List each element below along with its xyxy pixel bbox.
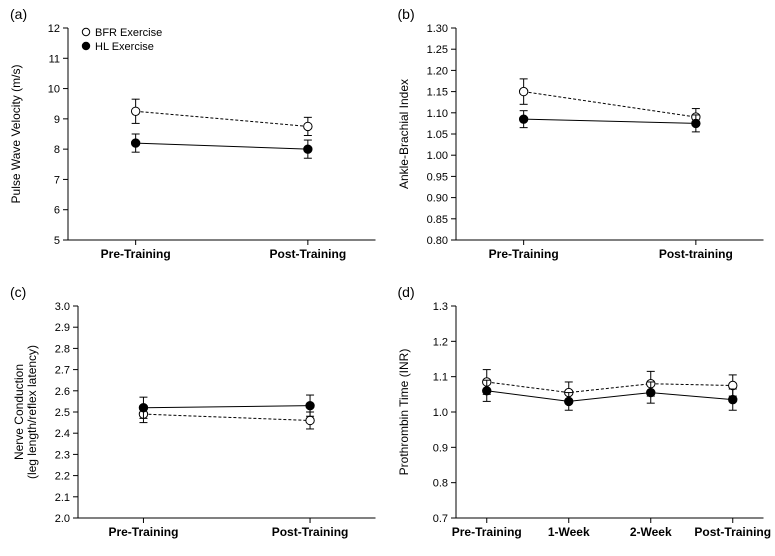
svg-text:Nerve Conduction: Nerve Conduction xyxy=(12,364,26,460)
svg-text:2.4: 2.4 xyxy=(55,428,70,440)
svg-text:2.6: 2.6 xyxy=(55,386,70,398)
svg-text:0.85: 0.85 xyxy=(426,214,447,226)
svg-text:0.95: 0.95 xyxy=(426,171,447,183)
svg-text:6: 6 xyxy=(54,205,60,217)
svg-text:1.10: 1.10 xyxy=(426,108,447,120)
svg-text:BFR Exercise: BFR Exercise xyxy=(95,27,162,39)
svg-text:7: 7 xyxy=(54,174,60,186)
svg-text:2.9: 2.9 xyxy=(55,322,70,334)
svg-text:11: 11 xyxy=(49,53,60,65)
panel-a: (a) 5 6 7 8 9 10 11 12 Pre-Training Post-Training… xyxy=(0,0,388,278)
panel-c-label: (c) xyxy=(10,284,26,300)
svg-text:Post-Training: Post-Training xyxy=(272,525,349,539)
svg-text:1.25: 1.25 xyxy=(426,44,447,56)
svg-text:8: 8 xyxy=(54,144,60,156)
svg-text:0.90: 0.90 xyxy=(426,193,447,205)
panel-a-svg: 5 6 7 8 9 10 11 12 Pre-Training Post-Training Puls… xyxy=(0,0,388,278)
svg-text:1.2: 1.2 xyxy=(432,336,447,348)
svg-text:2.1: 2.1 xyxy=(55,492,70,504)
svg-text:0.8: 0.8 xyxy=(432,478,447,490)
svg-text:Ankle-Brachial Index: Ankle-Brachial Index xyxy=(397,79,411,189)
svg-text:0.9: 0.9 xyxy=(432,442,447,454)
svg-text:12: 12 xyxy=(48,23,60,35)
svg-text:2.3: 2.3 xyxy=(55,449,70,461)
svg-text:1.20: 1.20 xyxy=(426,65,447,77)
svg-text:Pre-Training: Pre-Training xyxy=(108,525,178,539)
svg-text:1.00: 1.00 xyxy=(426,150,447,162)
svg-text:3.0: 3.0 xyxy=(55,301,70,313)
svg-text:2.7: 2.7 xyxy=(55,365,70,377)
panel-d: (d) 0.7 0.8 0.9 1.0 1.1 1.2 1.3 Pre-Training 1-W… xyxy=(388,278,775,556)
panel-c: (c) 2.0 2.1 2.2 2.3 2.4 2.5 2.6 2.7 2.8 2.9 3.0 Pre… xyxy=(0,278,388,556)
panel-a-label: (a) xyxy=(10,6,27,22)
panel-b: (b) 0.80 0.85 0.90 0.95 1.00 1.05 1.10 1.15 1.20… xyxy=(388,0,775,278)
panel-d-label: (d) xyxy=(398,284,415,300)
panel-c-svg: 2.0 2.1 2.2 2.3 2.4 2.5 2.6 2.7 2.8 2.9 3.0 Pre-Tra… xyxy=(0,278,388,556)
svg-text:1.3: 1.3 xyxy=(432,301,447,313)
svg-text:Post-Training: Post-Training xyxy=(694,525,771,539)
svg-text:Prothrombin Time (INR): Prothrombin Time (INR) xyxy=(397,349,411,476)
svg-text:9: 9 xyxy=(54,114,60,126)
svg-text:Post-training: Post-training xyxy=(658,247,732,261)
svg-text:2.2: 2.2 xyxy=(55,471,70,483)
svg-text:Pulse Wave Velocity (m/s): Pulse Wave Velocity (m/s) xyxy=(9,65,23,204)
svg-text:2.8: 2.8 xyxy=(55,343,70,355)
panel-b-label: (b) xyxy=(398,6,415,22)
chart-grid: (a) 5 6 7 8 9 10 11 12 Pre-Training Post-Training… xyxy=(0,0,775,556)
svg-text:5: 5 xyxy=(54,235,60,247)
svg-text:Pre-Training: Pre-Training xyxy=(101,247,171,261)
svg-text:1-Week: 1-Week xyxy=(547,525,589,539)
panel-d-svg: 0.7 0.8 0.9 1.0 1.1 1.2 1.3 Pre-Training 1-Week 2… xyxy=(388,278,775,556)
svg-text:(leg length/reflex latency): (leg length/reflex latency) xyxy=(25,345,39,479)
svg-text:1.1: 1.1 xyxy=(432,372,447,384)
svg-text:0.80: 0.80 xyxy=(426,235,447,247)
svg-text:Post-Training: Post-Training xyxy=(270,247,347,261)
svg-text:2.5: 2.5 xyxy=(55,407,70,419)
svg-text:10: 10 xyxy=(48,84,60,96)
svg-text:1.30: 1.30 xyxy=(426,23,447,35)
svg-text:2.0: 2.0 xyxy=(55,513,70,525)
svg-text:Pre-Training: Pre-Training xyxy=(488,247,558,261)
svg-text:1.0: 1.0 xyxy=(432,407,447,419)
svg-text:Pre-Training: Pre-Training xyxy=(451,525,521,539)
svg-text:HL Exercise: HL Exercise xyxy=(95,41,154,53)
svg-text:2-Week: 2-Week xyxy=(629,525,671,539)
panel-b-svg: 0.80 0.85 0.90 0.95 1.00 1.05 1.10 1.15 1.20 1.25… xyxy=(388,0,775,278)
svg-text:1.15: 1.15 xyxy=(426,87,447,99)
svg-text:0.7: 0.7 xyxy=(432,513,447,525)
svg-text:1.05: 1.05 xyxy=(426,129,447,141)
